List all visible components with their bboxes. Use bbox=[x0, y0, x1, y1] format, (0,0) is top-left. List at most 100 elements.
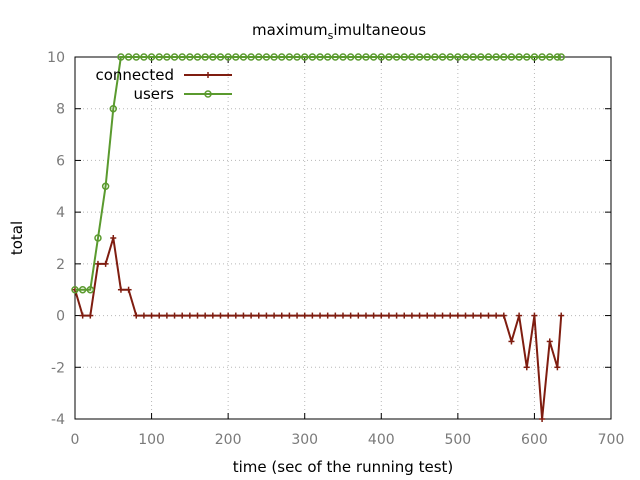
data-point-connected bbox=[558, 312, 565, 319]
data-point-users bbox=[515, 53, 523, 61]
title-part-b: imultaneous bbox=[333, 21, 426, 39]
data-point-connected bbox=[140, 312, 147, 319]
data-point-connected bbox=[194, 312, 201, 319]
data-point-users bbox=[117, 53, 125, 61]
data-point-users bbox=[545, 53, 554, 61]
data-point-users bbox=[538, 53, 546, 61]
data-point-connected bbox=[186, 312, 193, 319]
data-point-users bbox=[484, 53, 493, 61]
data-point-connected bbox=[516, 312, 523, 319]
data-point-connected bbox=[408, 312, 415, 319]
grid bbox=[75, 57, 611, 419]
x-tick-label: 100 bbox=[138, 432, 165, 448]
legend-label-connected: connected bbox=[95, 66, 174, 84]
data-point-connected bbox=[232, 312, 239, 319]
x-tick-label: 400 bbox=[368, 432, 395, 448]
data-point-connected bbox=[240, 312, 247, 319]
data-point-users bbox=[170, 53, 179, 61]
data-point-users bbox=[224, 53, 232, 61]
y-tick-label: 4 bbox=[56, 205, 65, 221]
data-point-connected bbox=[317, 312, 324, 319]
data-point-users bbox=[523, 53, 531, 61]
data-point-users bbox=[293, 53, 301, 61]
data-point-users bbox=[339, 53, 347, 61]
data-point-connected bbox=[179, 312, 186, 319]
data-point-connected bbox=[125, 286, 132, 293]
data-point-users bbox=[346, 53, 355, 61]
data-point-users bbox=[71, 285, 79, 294]
data-point-connected bbox=[171, 312, 178, 319]
y-tick-label: -4 bbox=[51, 412, 65, 428]
legend-marker-users bbox=[204, 90, 212, 98]
data-point-connected bbox=[531, 312, 538, 319]
data-point-connected bbox=[148, 312, 155, 319]
data-point-users bbox=[369, 53, 378, 61]
data-point-users bbox=[323, 53, 332, 61]
data-point-users bbox=[209, 53, 217, 61]
data-point-users bbox=[415, 53, 424, 61]
data-point-users bbox=[109, 104, 118, 113]
data-point-users bbox=[262, 53, 271, 61]
data-point-users bbox=[101, 182, 110, 191]
data-point-connected bbox=[301, 312, 308, 319]
data-point-connected bbox=[255, 312, 262, 319]
data-point-connected bbox=[539, 416, 546, 422]
data-point-connected bbox=[133, 312, 140, 319]
y-axis-ticks: -4 -2 0 2 4 6 8 10 bbox=[47, 50, 611, 428]
data-point-connected bbox=[431, 312, 438, 319]
data-point-users bbox=[140, 53, 148, 61]
data-point-users bbox=[461, 53, 470, 61]
x-tick-label: 500 bbox=[444, 432, 471, 448]
data-point-users bbox=[507, 53, 516, 61]
series-line-connected bbox=[74, 237, 563, 420]
data-point-connected bbox=[309, 312, 316, 319]
series-layer bbox=[71, 53, 565, 422]
data-point-connected bbox=[102, 260, 109, 267]
data-point-users bbox=[300, 53, 309, 61]
data-point-connected bbox=[156, 312, 163, 319]
legend-marker-connected bbox=[205, 72, 211, 78]
data-point-connected bbox=[347, 312, 354, 319]
data-point-users bbox=[216, 53, 225, 61]
data-point-users bbox=[469, 53, 477, 61]
y-tick-label: 2 bbox=[56, 257, 65, 273]
data-point-users bbox=[270, 53, 278, 61]
data-point-users bbox=[147, 53, 156, 61]
data-point-connected bbox=[294, 312, 301, 319]
data-point-connected bbox=[462, 312, 469, 319]
data-point-users bbox=[201, 53, 209, 61]
data-point-connected bbox=[416, 312, 423, 319]
x-axis-label: time (sec of the running test) bbox=[233, 458, 454, 476]
data-point-connected bbox=[355, 312, 362, 319]
data-point-users bbox=[132, 53, 141, 61]
data-point-users bbox=[255, 53, 263, 61]
data-point-connected bbox=[202, 312, 209, 319]
data-point-users bbox=[178, 53, 186, 61]
data-point-connected bbox=[447, 312, 454, 319]
data-point-users bbox=[94, 234, 102, 242]
data-point-connected bbox=[500, 312, 507, 319]
data-point-users bbox=[530, 53, 539, 61]
data-point-users bbox=[316, 53, 324, 61]
x-tick-label: 0 bbox=[71, 432, 80, 448]
data-point-users bbox=[239, 53, 248, 61]
data-point-connected bbox=[470, 312, 477, 319]
data-point-connected bbox=[554, 364, 561, 371]
data-point-connected bbox=[439, 312, 446, 319]
data-point-users bbox=[438, 53, 447, 61]
data-point-connected bbox=[94, 260, 101, 267]
data-point-users bbox=[492, 53, 500, 61]
data-point-users bbox=[285, 53, 294, 61]
data-point-users bbox=[385, 53, 393, 61]
y-axis-label: total bbox=[8, 221, 26, 255]
data-point-users bbox=[232, 53, 240, 61]
data-point-users bbox=[431, 53, 439, 61]
y-tick-label: -2 bbox=[51, 360, 65, 376]
data-point-connected bbox=[163, 312, 170, 319]
plot-frame bbox=[74, 56, 612, 420]
data-point-connected bbox=[110, 235, 117, 241]
data-point-users bbox=[446, 53, 454, 61]
title-part-a: maximum bbox=[252, 21, 328, 39]
data-point-users bbox=[408, 53, 416, 61]
data-point-users bbox=[78, 285, 87, 294]
